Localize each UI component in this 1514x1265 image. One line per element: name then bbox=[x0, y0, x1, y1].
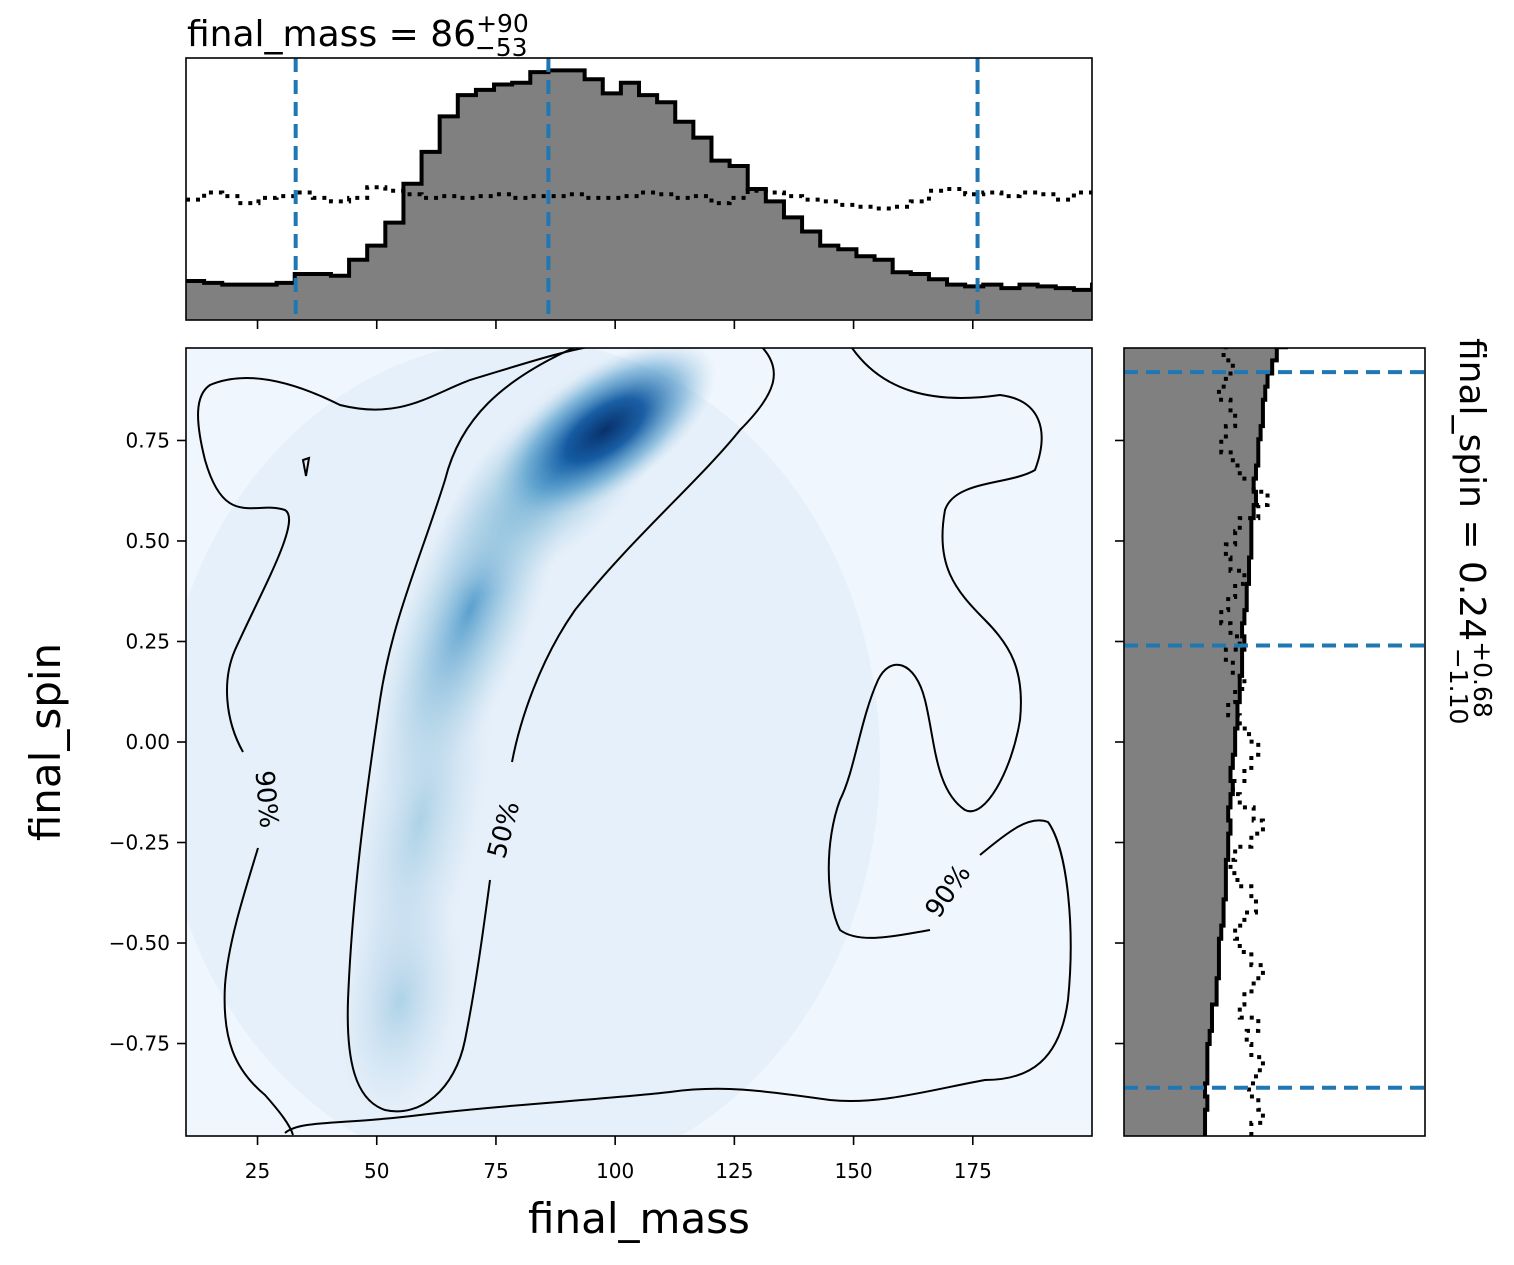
x-tick-label: 50 bbox=[364, 1159, 389, 1183]
top-panel-title: final_mass = 86+90 −53 bbox=[187, 9, 529, 62]
final-spin-posterior-fill bbox=[1124, 348, 1277, 1136]
top-marginal-panel: final_mass = 86+90 −53 bbox=[185, 9, 1093, 329]
joint-y-ticks: 0.75 0.50 0.25 0.00 −0.25 −0.50 −0.75 bbox=[109, 428, 186, 1056]
final-mass-posterior-outline bbox=[186, 68, 1092, 292]
x-tick-label: 25 bbox=[245, 1159, 270, 1183]
right-marginal-panel: final_spin = 0.24+0.68−1.10 bbox=[1115, 338, 1497, 1137]
final-spin-credible-bounds bbox=[1124, 370, 1425, 1090]
y-tick-label: −0.75 bbox=[109, 1032, 170, 1056]
contour-90-line-left bbox=[223, 847, 294, 1136]
contour-90-line bbox=[197, 348, 589, 753]
credible-contours bbox=[197, 348, 1072, 1136]
top-panel-ticks bbox=[256, 320, 974, 329]
y-tick-label: −0.50 bbox=[109, 931, 170, 955]
right-panel-title: final_spin = 0.24+0.68−1.10 bbox=[1444, 338, 1497, 724]
final-mass-posterior-fill bbox=[186, 70, 1092, 320]
x-tick-label: 150 bbox=[834, 1159, 872, 1183]
top-panel-frame bbox=[185, 57, 1093, 321]
y-tick-label: 0.00 bbox=[125, 730, 170, 754]
contour-label-90-left: 90% bbox=[249, 769, 284, 829]
contour-90-line-right bbox=[827, 348, 1043, 939]
x-tick-label: 75 bbox=[483, 1159, 508, 1183]
x-axis-label: final_mass bbox=[528, 1194, 750, 1243]
y-tick-label: 0.25 bbox=[125, 629, 170, 653]
x-tick-label: 100 bbox=[596, 1159, 634, 1183]
y-tick-label: 0.50 bbox=[125, 529, 170, 553]
joint-x-ticks: 25 50 75 100 125 150 175 bbox=[245, 1136, 992, 1183]
contour-small-island bbox=[301, 456, 311, 477]
x-tick-label: 175 bbox=[954, 1159, 992, 1183]
joint-density-panel: 50% 90% 90% 25 50 75 100 125 150 175 0.750.500… bbox=[21, 347, 1093, 1243]
density-peak bbox=[493, 348, 717, 520]
contour-90-line-lower bbox=[284, 819, 1072, 1134]
final-spin-posterior-outline bbox=[1203, 348, 1289, 1136]
y-tick-label: 0.75 bbox=[125, 428, 170, 452]
density-heatmap bbox=[186, 348, 880, 1136]
right-panel-ticks bbox=[1115, 439, 1124, 1045]
y-tick-label: −0.25 bbox=[109, 831, 170, 855]
contour-50-line bbox=[346, 348, 775, 1113]
y-axis-label: final_spin bbox=[21, 643, 70, 841]
x-tick-label: 125 bbox=[715, 1159, 753, 1183]
